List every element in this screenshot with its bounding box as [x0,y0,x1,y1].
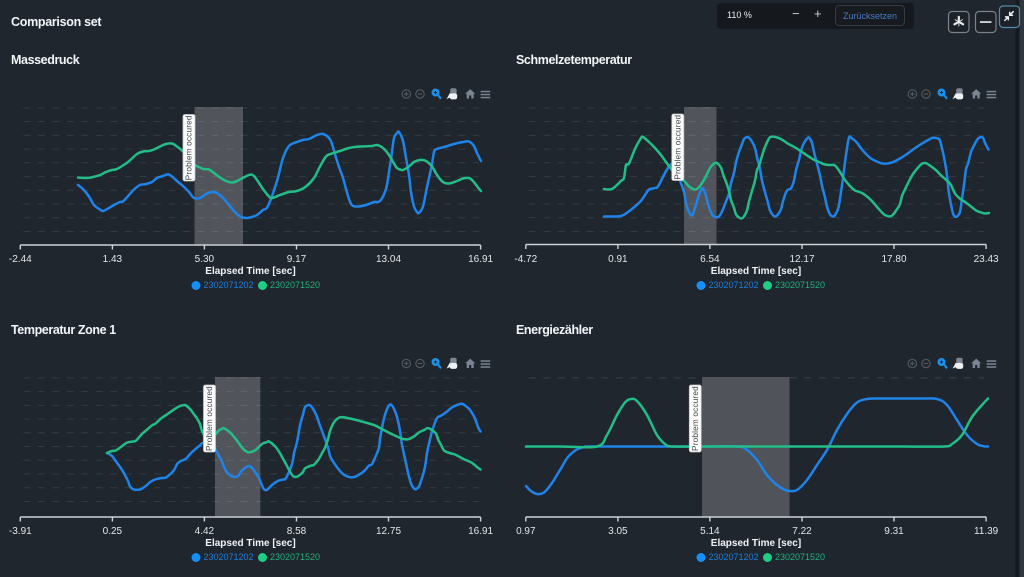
svg-text:Problem occured: Problem occured [185,115,194,180]
svg-text:Problem occured: Problem occured [691,386,700,451]
svg-text:Problem occured: Problem occured [674,115,683,180]
svg-text:Problem occured: Problem occured [205,386,214,451]
